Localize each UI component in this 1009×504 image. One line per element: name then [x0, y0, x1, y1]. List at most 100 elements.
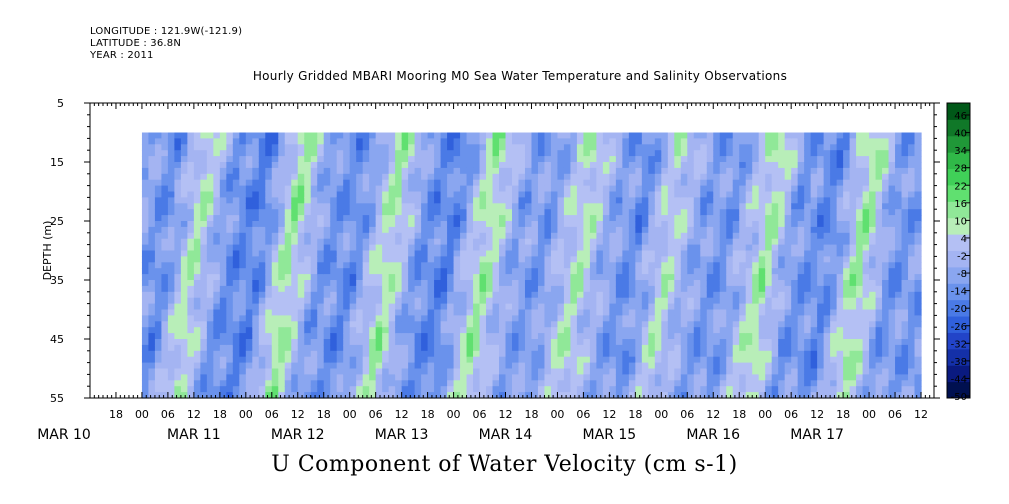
- heatmap-cell: [635, 274, 643, 281]
- heatmap-cell: [278, 162, 286, 169]
- heatmap-cell: [817, 285, 825, 293]
- heatmap-cell: [843, 374, 851, 381]
- heatmap-cell: [836, 280, 844, 287]
- heatmap-cell: [291, 315, 299, 322]
- heatmap-cell: [512, 232, 520, 240]
- heatmap-cell: [687, 185, 695, 193]
- heatmap-cell: [349, 256, 357, 263]
- heatmap-cell: [641, 356, 649, 364]
- heatmap-cell: [232, 333, 240, 340]
- heatmap-cell: [252, 238, 260, 246]
- heatmap-cell: [232, 321, 240, 328]
- heatmap-cell: [291, 197, 299, 204]
- heatmap-cell: [719, 144, 727, 151]
- heatmap-cell: [596, 232, 604, 240]
- heatmap-cell: [473, 132, 481, 139]
- heatmap-cell: [317, 350, 325, 358]
- heatmap-cell: [492, 132, 500, 139]
- heatmap-cell: [765, 368, 773, 375]
- heatmap-cell: [797, 162, 805, 169]
- heatmap-cell: [154, 333, 163, 340]
- heatmap-cell: [297, 356, 305, 364]
- heatmap-cell: [778, 280, 786, 287]
- heatmap-cell: [453, 221, 461, 228]
- heatmap-cell: [732, 268, 740, 275]
- heatmap-cell: [297, 368, 305, 375]
- heatmap-cell: [602, 291, 610, 299]
- heatmap-cell: [628, 315, 636, 322]
- heatmap-cell: [258, 156, 266, 163]
- heatmap-cell: [732, 344, 740, 352]
- heatmap-cell: [291, 368, 299, 375]
- heatmap-cell: [765, 238, 773, 246]
- heatmap-cell: [843, 132, 851, 139]
- heatmap-cell: [447, 380, 455, 387]
- heatmap-cell: [537, 173, 546, 181]
- heatmap-cell: [356, 303, 364, 311]
- heatmap-cell: [700, 374, 708, 381]
- heatmap-cell: [583, 197, 591, 204]
- heatmap-cell: [784, 262, 792, 269]
- heatmap-cell: [596, 362, 604, 370]
- heatmap-cell: [349, 339, 357, 346]
- heatmap-cell: [245, 368, 253, 375]
- heatmap-cell: [349, 315, 357, 322]
- heatmap-cell: [641, 291, 649, 299]
- heatmap-cell: [200, 162, 208, 169]
- heatmap-cell: [343, 167, 351, 175]
- heatmap-cell: [856, 167, 864, 175]
- heatmap-cell: [823, 386, 831, 393]
- heatmap-cell: [602, 374, 610, 381]
- heatmap-cell: [719, 156, 727, 163]
- heatmap-cell: [408, 362, 416, 370]
- heatmap-cell: [856, 380, 864, 387]
- heatmap-cell: [641, 209, 649, 216]
- heatmap-cell: [836, 179, 844, 187]
- heatmap-cell: [414, 315, 422, 322]
- heatmap-cell: [460, 291, 468, 299]
- heatmap-cell: [343, 362, 351, 370]
- heatmap-cell: [641, 173, 649, 181]
- heatmap-cell: [771, 191, 779, 198]
- heatmap-cell: [713, 374, 721, 381]
- heatmap-cell: [726, 191, 734, 198]
- heatmap-cell: [589, 350, 597, 358]
- heatmap-cell: [706, 386, 714, 393]
- heatmap-cell: [693, 303, 701, 311]
- heatmap-cell: [174, 280, 182, 287]
- heatmap-cell: [265, 238, 273, 246]
- heatmap-cell: [706, 392, 714, 399]
- heatmap-cell: [167, 297, 175, 305]
- heatmap-cell: [421, 386, 429, 393]
- heatmap-cell: [544, 356, 552, 364]
- heatmap-cell: [589, 339, 597, 346]
- heatmap-cell: [791, 303, 799, 311]
- heatmap-cell: [830, 380, 838, 387]
- heatmap-cell: [583, 250, 591, 257]
- heatmap-cell: [674, 132, 682, 139]
- heatmap-cell: [687, 386, 695, 393]
- heatmap-cell: [414, 268, 422, 275]
- heatmap-cell: [440, 226, 448, 234]
- heatmap-cell: [278, 274, 286, 281]
- heatmap-cell: [271, 179, 279, 187]
- heatmap-cell: [635, 309, 643, 316]
- heatmap-cell: [531, 132, 539, 139]
- heatmap-cell: [414, 368, 422, 375]
- heatmap-cell: [297, 215, 305, 222]
- heatmap-cell: [440, 368, 448, 375]
- heatmap-cell: [512, 138, 520, 145]
- heatmap-cell: [265, 244, 273, 252]
- heatmap-cell: [849, 350, 857, 358]
- heatmap-cell: [765, 209, 773, 216]
- heatmap-cell: [284, 392, 292, 399]
- heatmap-cell: [576, 197, 585, 204]
- heatmap-cell: [291, 291, 299, 299]
- heatmap-cell: [310, 185, 318, 193]
- heatmap-cell: [460, 162, 468, 169]
- heatmap-cell: [271, 344, 279, 352]
- heatmap-cell: [602, 167, 610, 175]
- heatmap-cell: [512, 350, 520, 358]
- heatmap-cell: [232, 327, 240, 334]
- heatmap-cell: [297, 297, 305, 305]
